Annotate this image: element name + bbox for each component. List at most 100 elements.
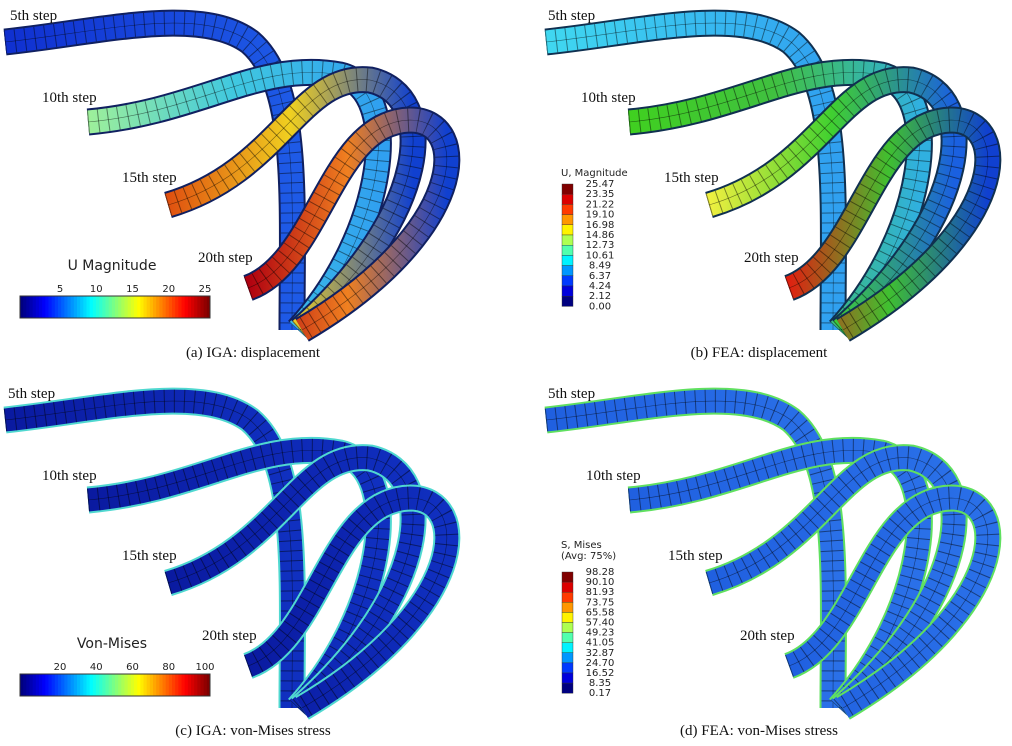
colorbar-tick-label: 4.24 [589, 281, 611, 292]
colorbar-cell [35, 674, 40, 696]
beam-mesh-mid [247, 497, 448, 709]
colorbar-tick-label: 5 [57, 284, 63, 295]
colorbar-cell [143, 674, 148, 696]
colorbar-cell [58, 296, 62, 318]
colorbar-cell [26, 674, 30, 696]
colorbar-cell [561, 183, 574, 195]
colorbar-cell [561, 602, 574, 613]
legend-title: U Magnitude [68, 258, 157, 274]
legend-title: S, Mises [561, 540, 602, 551]
colorbar-tick-label: 0.00 [589, 301, 611, 312]
step-label: 15th step [122, 548, 177, 564]
colorbar-cell [156, 674, 160, 696]
colorbar-cell [92, 674, 97, 696]
colorbar-cell [77, 296, 81, 318]
colorbar-cell [48, 674, 53, 696]
colorbar-cell [149, 296, 154, 318]
legend-title: U, Magnitude [561, 168, 628, 179]
colorbar-cell [206, 674, 211, 696]
caption: (c) IGA: von-Mises stress [175, 723, 331, 739]
colorbar-cell [70, 296, 75, 318]
colorbar-cell [45, 296, 49, 318]
colorbar-cell [146, 296, 151, 318]
colorbar-tick-label: 57.40 [586, 618, 615, 629]
colorbar-cell [561, 662, 574, 674]
colorbar-cell [194, 674, 198, 696]
colorbar-tick-label: 41.05 [586, 638, 615, 649]
colorbar-cell [83, 674, 87, 696]
colorbar-cell [64, 296, 68, 318]
colorbar-cell [54, 674, 59, 696]
colorbar-tick-label: 24.70 [586, 658, 615, 669]
colorbar-cell [42, 674, 46, 696]
step-label: 15th step [122, 170, 177, 186]
beam-mesh-mid [247, 119, 448, 331]
colorbar-cell [561, 571, 574, 583]
colorbar-tick-label: 20 [162, 284, 175, 295]
colorbar-tick-label: 49.23 [586, 628, 615, 639]
colorbar-cell [178, 296, 182, 318]
colorbar-tick-label: 100 [195, 662, 214, 673]
colorbar-cell [162, 674, 167, 696]
caption: (b) FEA: displacement [691, 345, 828, 361]
colorbar-cell [140, 296, 144, 318]
colorbar-tick-label: 8.35 [589, 678, 611, 689]
colorbar-tick-label: 80 [162, 662, 175, 673]
colorbar-tick-label: 73.75 [586, 597, 615, 608]
colorbar-cell [206, 296, 211, 318]
colorbar-cell [73, 674, 78, 696]
colorbar-tick-label: 16.52 [586, 668, 615, 679]
colorbar-tick-label: 10.61 [586, 250, 615, 261]
colorbar-cell [32, 674, 37, 696]
step-label: 10th step [42, 468, 97, 484]
colorbar-cell [67, 296, 72, 318]
colorbar-cell [89, 296, 94, 318]
colorbar-cell [165, 674, 170, 696]
colorbar-cell [159, 674, 163, 696]
colorbar-cell [137, 296, 141, 318]
colorbar-cell [39, 674, 43, 696]
beam-mesh-mid [167, 457, 414, 709]
colorbar-cell [102, 674, 106, 696]
step-label: 10th step [42, 90, 97, 106]
colorbar-cell [561, 255, 574, 266]
colorbar-cell [35, 296, 40, 318]
colorbar-cell [121, 674, 125, 696]
colorbar-cell [184, 674, 189, 696]
colorbar-cell [156, 296, 160, 318]
colorbar-cell [178, 674, 182, 696]
colorbar-cell [96, 296, 100, 318]
colorbar-cell [111, 296, 116, 318]
step-label: 20th step [202, 628, 257, 644]
colorbar-cell [561, 591, 574, 603]
colorbar-cell [561, 672, 574, 684]
colorbar-cell [561, 652, 574, 664]
step-label: 10th step [581, 90, 636, 106]
colorbar-tick-label: 19.10 [586, 210, 615, 221]
beam-mesh-mid [708, 79, 955, 331]
colorbar-cell [105, 296, 110, 318]
colorbar-cell [134, 674, 138, 696]
colorbar-cell [64, 674, 68, 696]
colorbar-cell [118, 296, 122, 318]
colorbar-cell [58, 674, 62, 696]
colorbar-cell [561, 622, 574, 633]
colorbar-cell [561, 581, 574, 593]
colorbar-cell [162, 296, 167, 318]
colorbar-cell [86, 296, 91, 318]
colorbar-cell [39, 296, 43, 318]
colorbar-cell [92, 296, 97, 318]
colorbar-cell [561, 612, 574, 623]
colorbar-cell [127, 296, 132, 318]
colorbar-cell [45, 674, 49, 696]
colorbar-cell [42, 296, 46, 318]
colorbar-cell [96, 674, 100, 696]
step-label: 20th step [198, 250, 253, 266]
colorbar-cell [159, 296, 163, 318]
colorbar-cell [102, 296, 106, 318]
panel: 5th step 10th step 15th step 20th step (d) F… [544, 386, 1002, 739]
colorbar-cell [203, 296, 208, 318]
colorbar-tick-label: 90.10 [586, 577, 615, 588]
colorbar-cell [149, 674, 154, 696]
colorbar-cell [561, 204, 574, 215]
